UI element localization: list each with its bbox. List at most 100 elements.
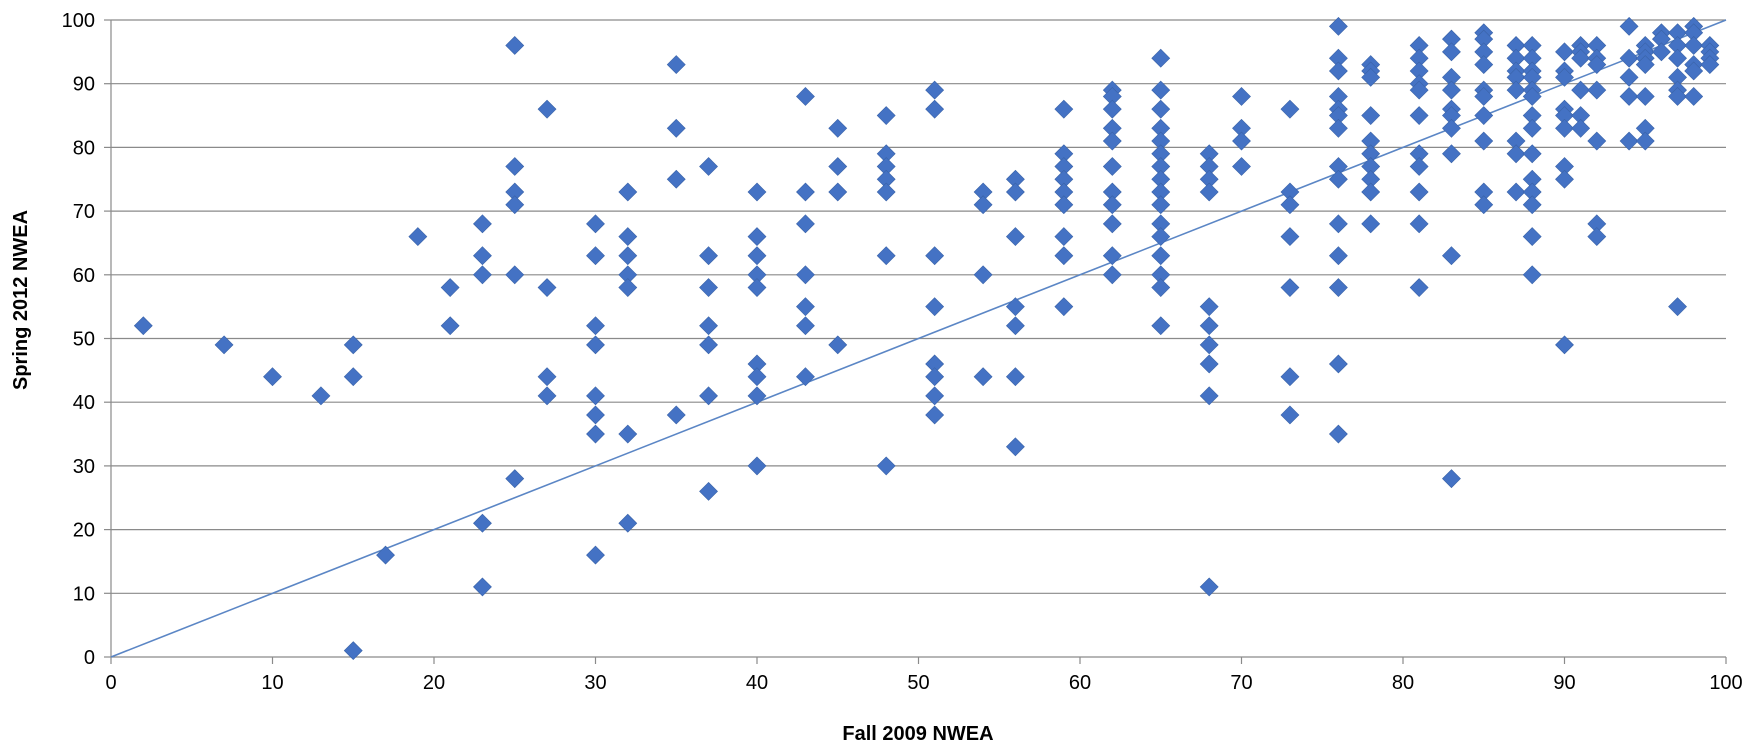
data-point bbox=[666, 169, 686, 189]
data-point bbox=[699, 316, 718, 336]
data-point bbox=[747, 367, 767, 387]
y-tick-label: 20 bbox=[73, 520, 95, 542]
data-point bbox=[1587, 55, 1607, 75]
data-point bbox=[1506, 144, 1526, 164]
y-tick-label: 0 bbox=[84, 647, 95, 669]
data-point bbox=[1361, 214, 1381, 234]
data-point bbox=[1571, 80, 1591, 100]
data-point bbox=[1684, 87, 1704, 106]
data-point bbox=[1328, 214, 1348, 234]
data-point bbox=[1619, 131, 1639, 151]
x-tick-label: 30 bbox=[584, 672, 606, 694]
data-point bbox=[699, 481, 718, 501]
data-point bbox=[1328, 61, 1348, 81]
data-point bbox=[1102, 265, 1122, 285]
x-tick-label: 80 bbox=[1392, 672, 1414, 694]
data-point bbox=[1151, 246, 1171, 266]
data-point bbox=[1054, 227, 1074, 247]
data-point bbox=[1102, 131, 1122, 151]
data-point bbox=[1151, 80, 1171, 100]
data-point bbox=[1442, 144, 1461, 164]
data-point bbox=[1054, 195, 1074, 215]
data-point bbox=[473, 246, 492, 266]
data-point bbox=[925, 367, 945, 387]
data-point bbox=[618, 227, 638, 247]
data-point bbox=[747, 246, 767, 266]
x-tick-label: 10 bbox=[261, 672, 283, 694]
data-point bbox=[1668, 87, 1687, 106]
data-point bbox=[1409, 182, 1429, 202]
data-point bbox=[505, 195, 525, 215]
data-point bbox=[586, 405, 605, 425]
data-point bbox=[505, 36, 525, 55]
data-point bbox=[1232, 157, 1251, 176]
data-point bbox=[1280, 367, 1300, 387]
y-tick-label: 60 bbox=[73, 265, 95, 287]
data-point bbox=[537, 367, 557, 387]
data-point bbox=[1102, 246, 1122, 266]
data-point bbox=[1522, 87, 1542, 106]
y-tick-labels: 0 10 20 30 40 50 60 70 80 90 100 bbox=[62, 10, 95, 669]
data-point bbox=[973, 195, 993, 215]
data-point bbox=[796, 316, 815, 336]
data-point bbox=[473, 214, 492, 234]
data-point bbox=[214, 335, 234, 355]
data-point bbox=[376, 545, 395, 565]
data-point bbox=[1328, 169, 1348, 189]
data-point bbox=[440, 278, 460, 297]
data-point bbox=[1651, 42, 1671, 62]
data-point bbox=[537, 386, 557, 406]
data-point bbox=[1280, 278, 1300, 297]
data-point bbox=[1199, 182, 1219, 202]
data-point bbox=[1522, 265, 1542, 285]
data-point bbox=[1280, 227, 1300, 247]
data-point bbox=[1328, 354, 1348, 374]
data-point bbox=[1280, 405, 1300, 425]
data-point bbox=[666, 55, 686, 75]
data-point bbox=[1409, 80, 1429, 100]
data-point bbox=[586, 316, 605, 336]
data-point bbox=[1474, 87, 1494, 106]
data-point bbox=[1619, 48, 1639, 68]
data-point bbox=[747, 278, 767, 297]
data-point bbox=[1522, 227, 1542, 247]
data-point bbox=[925, 246, 945, 266]
data-point bbox=[828, 157, 848, 176]
data-point bbox=[1328, 118, 1348, 138]
gridlines bbox=[111, 19, 1726, 594]
data-point bbox=[505, 469, 525, 489]
data-point bbox=[1199, 335, 1219, 355]
data-point bbox=[505, 265, 525, 285]
data-point bbox=[1280, 195, 1300, 215]
data-point bbox=[1555, 67, 1574, 87]
data-point bbox=[1522, 195, 1542, 215]
data-point bbox=[699, 157, 718, 176]
data-point bbox=[876, 246, 896, 266]
data-point bbox=[973, 265, 993, 285]
data-point bbox=[1474, 106, 1494, 125]
data-point bbox=[1555, 335, 1574, 355]
x-tick-labels: 0 10 20 30 40 50 60 70 80 90 100 bbox=[105, 672, 1742, 694]
data-point bbox=[263, 367, 282, 387]
data-point bbox=[828, 182, 848, 202]
data-point bbox=[1005, 182, 1025, 202]
data-point bbox=[699, 335, 718, 355]
data-point bbox=[1409, 214, 1429, 234]
data-point bbox=[1442, 42, 1461, 62]
data-point bbox=[1555, 118, 1574, 138]
data-point bbox=[1280, 99, 1300, 119]
data-point bbox=[1555, 169, 1574, 189]
data-point bbox=[1361, 67, 1381, 87]
data-point bbox=[586, 335, 605, 355]
data-point bbox=[586, 545, 605, 565]
data-point bbox=[586, 386, 605, 406]
data-point bbox=[1151, 48, 1171, 68]
data-point bbox=[618, 182, 638, 202]
data-point bbox=[1522, 118, 1542, 138]
data-point bbox=[343, 641, 363, 661]
data-point bbox=[1328, 246, 1348, 266]
data-point bbox=[828, 335, 848, 355]
data-point bbox=[1328, 424, 1348, 444]
